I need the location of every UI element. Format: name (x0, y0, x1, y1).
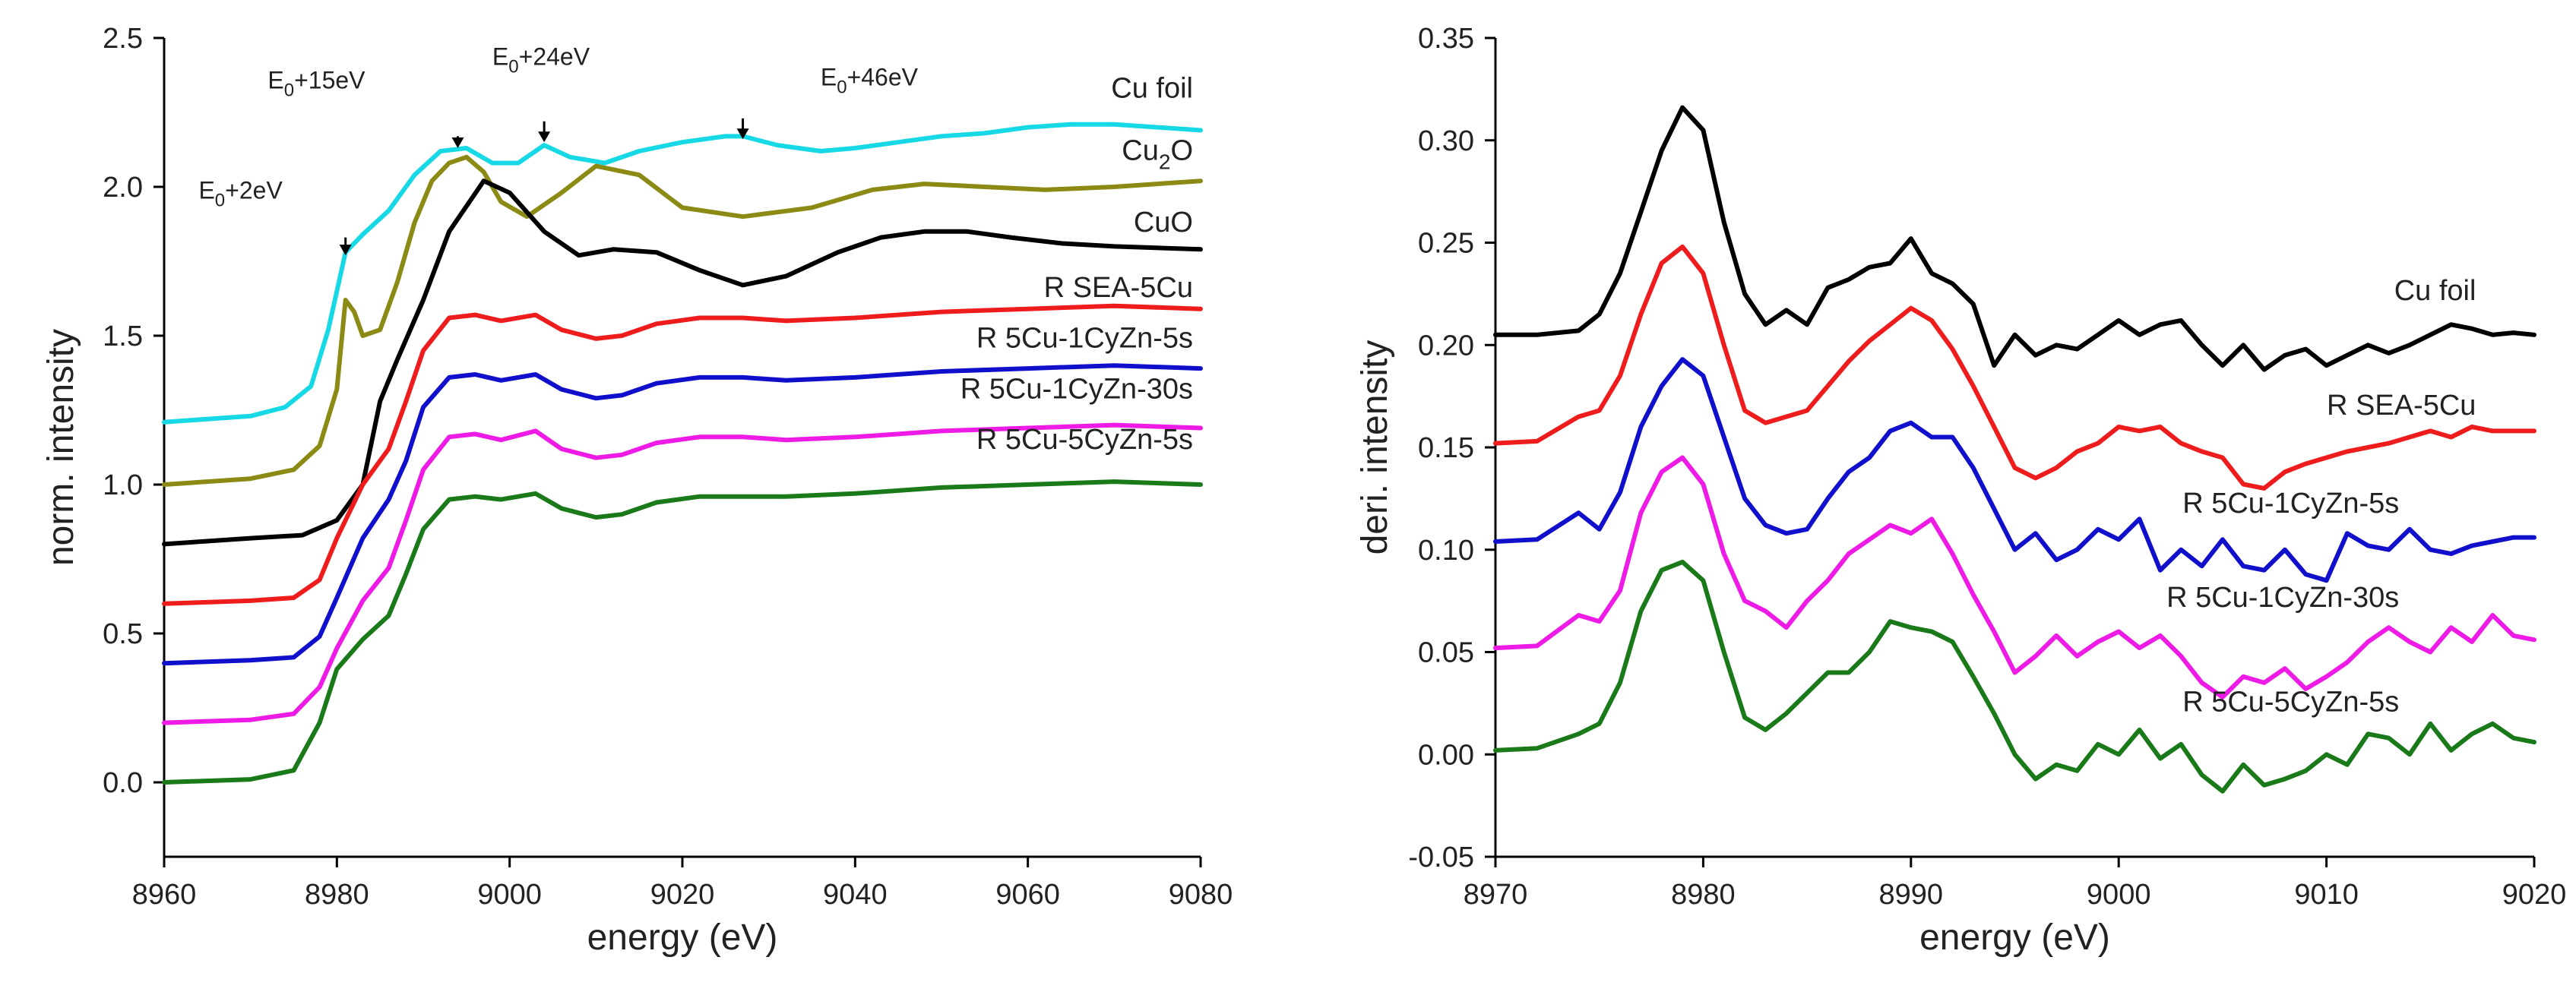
left-x-tick-label: 9060 (995, 879, 1060, 911)
right-x-tick-label: 9010 (2294, 879, 2359, 911)
left-y-tick-label: 0.5 (103, 618, 143, 650)
series-line-r-5cu-5cyzn-5s (162, 479, 1203, 785)
right-y-tick-label: 0.35 (1418, 23, 1474, 55)
annotation-e0-46ev: E0+46eV (821, 64, 919, 98)
series-label-cu2o: Cu2O (1122, 135, 1193, 174)
annotation-e0-2ev: E0+2eV (198, 177, 283, 211)
series-label-r-5cu-1cyzn-30s: R 5Cu-1CyZn-30s (2166, 582, 2399, 614)
series-line-r-5cu-1cyzn-30s (1493, 455, 2536, 700)
series-label-r-5cu-5cyzn-5s: R 5Cu-5CyZn-5s (2182, 687, 2399, 719)
right-x-tick-label: 8970 (1464, 879, 1528, 911)
annotation-e0-24ev: E0+24eV (492, 43, 590, 77)
series-label-cu-foil: Cu foil (2394, 275, 2476, 307)
left-x-tick-label: 9020 (650, 879, 715, 911)
right-x-tick-label: 8990 (1879, 879, 1944, 911)
left-x-tick-label: 9080 (1169, 879, 1233, 911)
series-line-r-5cu-1cyzn-30s (162, 422, 1203, 725)
left-y-tick-label: 2.0 (103, 172, 143, 204)
right-y-tick-label: 0.10 (1418, 535, 1474, 567)
right-x-tick-label: 8980 (1671, 879, 1736, 911)
right-panel-derivative: 8970 8980 8990 9000 9010 9020 -0.05 0.00 0.05 0.1… (1355, 23, 2566, 958)
right-y-axis-title: deri. intensity (1355, 340, 1395, 555)
annotation-e0-15ev: E0+15eV (267, 67, 366, 101)
left-panel-xanes: 8960 8980 9000 9020 9040 9060 9080 0.0 0.5 1.0 1.5… (41, 23, 1233, 958)
series-label-r-5cu-1cyzn-5s: R 5Cu-1CyZn-5s (2182, 488, 2399, 520)
annotation-arrow-head (339, 245, 352, 256)
series-label-r-5cu-1cyzn-5s: R 5Cu-1CyZn-5s (976, 323, 1193, 355)
annotation-arrow-head (538, 131, 551, 143)
right-y-tick-label: 0.20 (1418, 330, 1474, 362)
left-y-tick-label: 1.5 (103, 321, 143, 352)
right-y-tick-label: 0.15 (1418, 432, 1474, 464)
left-y-tick-label: 0.0 (103, 767, 143, 799)
series-line-r-5cu-1cyzn-5s (162, 363, 1203, 666)
left-y-tick-label: 2.5 (103, 23, 143, 55)
series-label-r-sea-5cu: R SEA-5Cu (1044, 272, 1193, 304)
left-y-axis-title: norm. intensity (41, 329, 81, 566)
series-label-r-5cu-1cyzn-30s: R 5Cu-1CyZn-30s (960, 373, 1193, 405)
right-x-axis-title: energy (eV) (1919, 918, 2110, 958)
left-x-tick-label: 8980 (305, 879, 369, 911)
series-label-r-5cu-5cyzn-5s: R 5Cu-5CyZn-5s (976, 424, 1193, 456)
left-x-tick-label: 9000 (477, 879, 542, 911)
right-y-tick-label: -0.05 (1408, 842, 1474, 873)
series-line-cu2o (162, 154, 1203, 487)
annotation-arrow-head (736, 128, 749, 140)
series-label-r-sea-5cu: R SEA-5Cu (2327, 390, 2476, 422)
right-y-tick-label: 0.05 (1418, 637, 1474, 669)
series-line-cu-foil (1493, 105, 2536, 372)
right-y-tick-label: 0.25 (1418, 228, 1474, 260)
series-line-cuo (162, 178, 1203, 547)
left-x-tick-label: 8960 (132, 879, 197, 911)
series-line-r-sea-5cu (1493, 244, 2536, 491)
left-x-tick-label: 9040 (823, 879, 888, 911)
right-x-tick-label: 9000 (2087, 879, 2151, 911)
series-line-r-5cu-1cyzn-5s (1493, 357, 2536, 583)
annotation-arrow-head (451, 137, 464, 149)
series-label-cuo: CuO (1134, 207, 1193, 238)
left-x-axis-title: energy (eV) (587, 918, 778, 958)
left-y-tick-label: 1.0 (103, 469, 143, 501)
right-y-tick-label: 0.30 (1418, 125, 1474, 157)
series-line-r-5cu-5cyzn-5s (1493, 559, 2536, 794)
right-x-tick-label: 9020 (2502, 879, 2567, 911)
series-line-r-sea-5cu (162, 303, 1203, 606)
right-y-tick-label: 0.00 (1418, 739, 1474, 771)
series-label-cu-foil: Cu foil (1111, 72, 1193, 104)
